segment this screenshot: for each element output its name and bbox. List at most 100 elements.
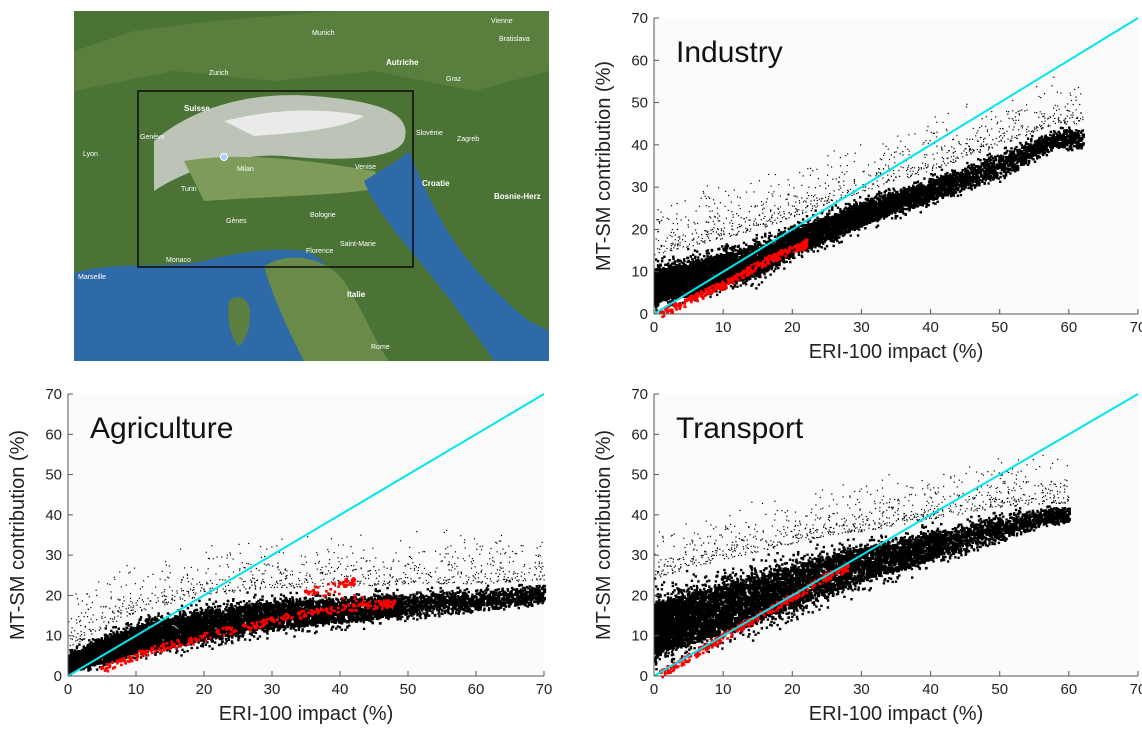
industry-data-point bbox=[716, 293, 719, 297]
industry-data-point bbox=[848, 206, 852, 210]
industry-data-point bbox=[1071, 141, 1074, 144]
industry-data-point bbox=[927, 189, 931, 193]
industry-data-point bbox=[891, 191, 894, 195]
industry-data-point bbox=[1011, 150, 1014, 153]
industry-data-point bbox=[1070, 132, 1073, 136]
industry-data-point bbox=[1058, 145, 1061, 148]
industry-data-point bbox=[730, 248, 734, 251]
industry-data-point bbox=[814, 209, 817, 212]
industry-data-point bbox=[701, 259, 704, 262]
map-alps-snow bbox=[224, 110, 364, 136]
industry-data-point bbox=[1034, 148, 1037, 151]
industry-data-point bbox=[1051, 146, 1054, 149]
industry-data-point bbox=[656, 301, 660, 304]
industry-data-point bbox=[1016, 161, 1019, 165]
industry-data-point bbox=[894, 214, 897, 218]
industry-data-point bbox=[814, 218, 817, 222]
industry-data-point bbox=[990, 158, 993, 162]
industry-data-point bbox=[970, 179, 973, 182]
industry-data-point bbox=[1028, 160, 1031, 163]
industry-data-point bbox=[733, 245, 737, 248]
industry-data-point bbox=[788, 257, 791, 260]
industry-data-point bbox=[725, 243, 728, 246]
industry-data-point bbox=[1038, 137, 1041, 140]
industry-data-point bbox=[964, 167, 967, 170]
industry-data-point bbox=[830, 238, 833, 241]
industry-data-point bbox=[867, 197, 870, 201]
industry-data-point bbox=[898, 210, 901, 214]
industry-data-point bbox=[1009, 160, 1012, 163]
industry-data-point bbox=[995, 173, 998, 176]
industry-data-point bbox=[1028, 146, 1031, 149]
industry-data-point bbox=[989, 167, 992, 170]
industry-data-point bbox=[677, 260, 681, 263]
industry-data-point bbox=[1033, 160, 1037, 163]
industry-data-point bbox=[961, 179, 964, 182]
industry-data-point bbox=[783, 227, 787, 230]
map-marker-icon bbox=[220, 153, 228, 161]
industry-data-point bbox=[806, 221, 810, 224]
industry-data-point bbox=[1064, 142, 1068, 146]
industry-data-point bbox=[1057, 146, 1060, 149]
industry-data-point bbox=[994, 159, 998, 162]
industry-data-point bbox=[698, 253, 702, 256]
industry-data-point bbox=[1003, 176, 1006, 180]
industry-data-point bbox=[875, 225, 878, 229]
industry-data-point bbox=[848, 203, 851, 206]
industry-data-point bbox=[1015, 166, 1018, 169]
industry-data-point bbox=[657, 303, 660, 306]
industry-data-point bbox=[1010, 162, 1013, 165]
industry-data-point bbox=[1019, 141, 1022, 145]
industry-data-point bbox=[813, 231, 816, 235]
industry-data-point bbox=[1067, 135, 1070, 139]
industry-data-point bbox=[853, 203, 856, 206]
industry-data-point bbox=[1038, 151, 1041, 155]
industry-data-point bbox=[826, 212, 829, 216]
industry-data-point bbox=[971, 176, 974, 179]
industry-data-point bbox=[974, 168, 978, 172]
industry-data-point bbox=[979, 172, 983, 176]
map-label-milan: Milan bbox=[237, 166, 254, 173]
industry-data-point bbox=[1006, 167, 1009, 171]
industry-data-point bbox=[797, 225, 800, 229]
industry-data-point bbox=[1048, 143, 1051, 146]
industry-data-point bbox=[1020, 143, 1023, 147]
industry-data-point bbox=[971, 173, 975, 177]
industry-data-point bbox=[760, 271, 763, 274]
industry-data-point bbox=[1046, 150, 1050, 153]
industry-data-point bbox=[975, 173, 979, 176]
industry-data-point bbox=[869, 213, 872, 216]
industry-data-point bbox=[1072, 135, 1075, 138]
industry-data-point bbox=[1030, 153, 1034, 156]
industry-data-point bbox=[727, 275, 731, 278]
industry-data-point bbox=[1053, 144, 1057, 147]
industry-data-point bbox=[893, 193, 897, 196]
industry-data-point bbox=[738, 264, 742, 268]
industry-data-point bbox=[1070, 138, 1073, 141]
industry-data-point bbox=[966, 177, 969, 180]
industry-data-point bbox=[856, 227, 859, 230]
industry-data-point bbox=[758, 243, 762, 247]
industry-data-point bbox=[864, 197, 867, 201]
industry-data-point bbox=[964, 180, 967, 184]
industry-data-point bbox=[731, 245, 734, 249]
industry-data-point bbox=[824, 215, 827, 219]
map-adriatic-sea bbox=[364, 151, 549, 361]
industry-data-point bbox=[951, 169, 954, 172]
industry-data-point bbox=[1003, 170, 1006, 173]
industry-data-point bbox=[934, 202, 937, 205]
industry-data-point bbox=[777, 235, 780, 238]
industry-data-point bbox=[894, 217, 897, 220]
industry-data-point bbox=[956, 194, 960, 197]
industry-data-point bbox=[893, 189, 896, 192]
industry-data-point bbox=[948, 173, 952, 176]
industry-data-point bbox=[1067, 149, 1070, 152]
industry-data-point bbox=[760, 236, 764, 239]
map-corsica bbox=[228, 297, 251, 346]
industry-data-point bbox=[656, 260, 660, 263]
industry-data-point bbox=[687, 259, 690, 263]
industry-data-point bbox=[1020, 150, 1024, 153]
industry-data-point bbox=[1074, 140, 1078, 143]
industry-data-point bbox=[1030, 146, 1034, 149]
industry-data-point bbox=[828, 209, 831, 212]
